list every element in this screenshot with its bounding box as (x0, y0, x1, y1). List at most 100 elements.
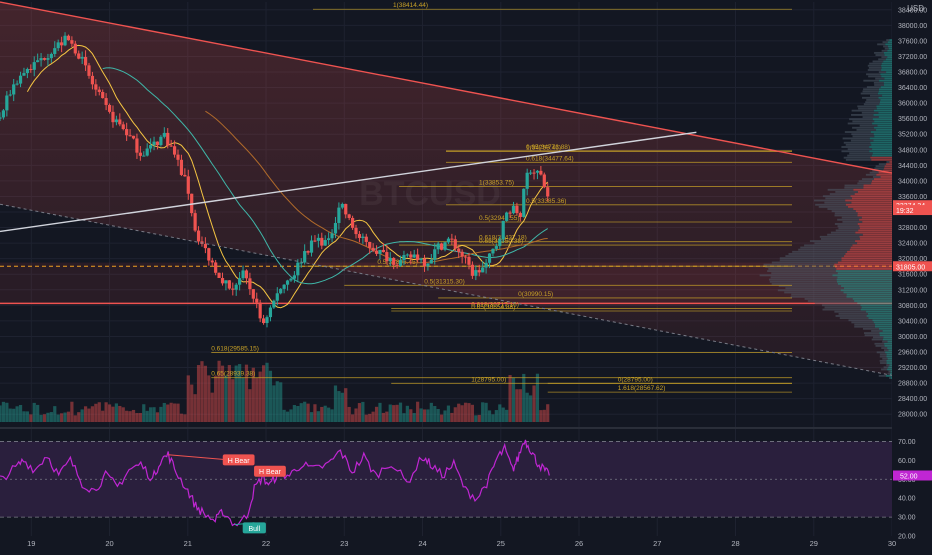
candle-body[interactable] (190, 193, 194, 214)
candle-body[interactable] (344, 203, 348, 215)
candle-body[interactable] (248, 278, 252, 290)
candle-body[interactable] (70, 40, 74, 44)
candle-body[interactable] (279, 288, 283, 294)
candle-body[interactable] (214, 262, 218, 273)
candle-body[interactable] (125, 129, 129, 136)
candle-body[interactable] (275, 293, 279, 301)
candle-body[interactable] (183, 174, 187, 177)
candle-body[interactable] (32, 62, 36, 70)
candle-body[interactable] (296, 262, 300, 276)
candle-body[interactable] (207, 248, 211, 261)
candle-body[interactable] (354, 227, 358, 235)
candle-body[interactable] (210, 260, 214, 263)
candle-body[interactable] (97, 89, 101, 92)
candle-body[interactable] (487, 253, 492, 263)
candle-body[interactable] (395, 264, 399, 266)
candle-body[interactable] (508, 212, 512, 214)
candle-body[interactable] (402, 255, 406, 261)
candle-body[interactable] (426, 263, 430, 267)
candle-body[interactable] (467, 256, 471, 265)
candle-body[interactable] (378, 249, 382, 254)
candle-body[interactable] (241, 270, 245, 279)
candle-body[interactable] (227, 280, 231, 289)
candle-body[interactable] (166, 132, 170, 146)
candle-body[interactable] (234, 284, 238, 290)
candle-body[interactable] (162, 132, 166, 137)
candle-body[interactable] (272, 300, 276, 308)
candle-body[interactable] (261, 318, 266, 324)
candle-body[interactable] (94, 84, 98, 90)
candle-body[interactable] (255, 298, 259, 303)
candle-body[interactable] (145, 148, 149, 156)
candle-body[interactable] (1, 110, 6, 118)
candle-body[interactable] (529, 172, 533, 174)
candle-body[interactable] (539, 170, 543, 175)
candle-body[interactable] (515, 205, 519, 214)
candles[interactable] (0, 32, 550, 328)
ascending-resistance-line[interactable] (0, 131, 697, 233)
candle-body[interactable] (405, 254, 409, 256)
candle-body[interactable] (460, 251, 464, 257)
candle-body[interactable] (484, 262, 488, 268)
candle-body[interactable] (121, 124, 125, 130)
candle-body[interactable] (104, 98, 108, 105)
candle-body[interactable] (107, 104, 112, 112)
candle-body[interactable] (381, 249, 386, 253)
candle-body[interactable] (505, 212, 509, 221)
candle-body[interactable] (56, 42, 60, 49)
candle-body[interactable] (542, 174, 546, 188)
candle-body[interactable] (374, 250, 379, 254)
candle-body[interactable] (172, 146, 177, 155)
candle-body[interactable] (323, 240, 327, 246)
candle-body[interactable] (114, 119, 118, 123)
rsi-pane[interactable]: H Bear H Bear Bull (0, 439, 892, 534)
candle-body[interactable] (220, 278, 225, 284)
candle-body[interactable] (12, 84, 16, 95)
candle-body[interactable] (46, 58, 50, 60)
candle-body[interactable] (49, 53, 53, 59)
candle-body[interactable] (446, 238, 451, 243)
time-axis[interactable]: 19 20 21 22 23 24 25 26 27 28 29 30 (27, 539, 896, 548)
candle-body[interactable] (416, 254, 420, 260)
trendlines[interactable] (0, 1, 893, 376)
candle-body[interactable] (320, 237, 324, 246)
candle-body[interactable] (149, 145, 153, 149)
candle-body[interactable] (217, 272, 221, 279)
candle-body[interactable] (327, 238, 331, 241)
candle-body[interactable] (77, 53, 81, 59)
candle-body[interactable] (546, 187, 550, 197)
candle-body[interactable] (8, 94, 12, 96)
candle-body[interactable] (518, 213, 522, 217)
candle-body[interactable] (176, 154, 180, 160)
rsi-line[interactable] (0, 439, 550, 527)
candle-body[interactable] (350, 217, 355, 228)
candle-body[interactable] (231, 288, 235, 290)
price-axis[interactable]: 28000.00 28400.00 28800.00 29200.00 29600.00… (892, 0, 932, 550)
candle-body[interactable] (347, 214, 351, 218)
candle-body[interactable] (179, 159, 184, 175)
candle-body[interactable] (511, 205, 516, 214)
candle-body[interactable] (357, 234, 362, 238)
candle-body[interactable] (491, 248, 495, 254)
candle-body[interactable] (443, 242, 447, 250)
candle-body[interactable] (398, 260, 403, 266)
descending-dashed-line[interactable] (0, 203, 893, 376)
candle-body[interactable] (337, 207, 341, 223)
candle-body[interactable] (433, 249, 437, 260)
candle-body[interactable] (238, 278, 242, 285)
candle-body[interactable] (0, 117, 2, 119)
candle-body[interactable] (118, 119, 122, 125)
candle-body[interactable] (450, 238, 454, 240)
descending-resistance-line[interactable] (0, 1, 893, 174)
candle-body[interactable] (159, 136, 163, 146)
candle-body[interactable] (385, 252, 389, 262)
candle-body[interactable] (299, 262, 303, 264)
candle-body[interactable] (463, 256, 468, 258)
candle-body[interactable] (422, 258, 427, 267)
candle-body[interactable] (111, 111, 115, 123)
candle-body[interactable] (73, 43, 77, 54)
candle-body[interactable] (292, 275, 296, 279)
candle-body[interactable] (306, 251, 310, 253)
